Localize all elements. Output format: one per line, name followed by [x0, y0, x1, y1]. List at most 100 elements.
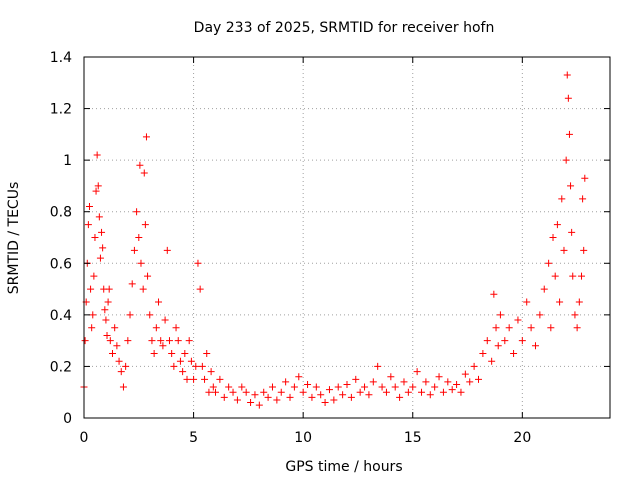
data-point — [159, 342, 167, 350]
axis-ticks — [83, 56, 610, 419]
data-point — [174, 337, 182, 345]
x-tick-label: 10 — [294, 430, 312, 446]
data-point — [133, 208, 141, 216]
data-point — [157, 337, 165, 345]
data-point — [571, 311, 579, 319]
data-point — [179, 368, 187, 376]
data-point — [88, 324, 96, 332]
data-point — [87, 285, 95, 293]
data-point — [396, 393, 404, 401]
data-point — [339, 391, 347, 399]
y-tick-label: 1 — [63, 153, 72, 169]
data-point — [299, 388, 307, 396]
data-point — [148, 337, 156, 345]
data-point — [308, 393, 316, 401]
data-point — [135, 234, 143, 241]
data-point — [277, 388, 285, 396]
data-point — [150, 350, 158, 358]
data-point — [96, 254, 104, 262]
data-point — [321, 399, 329, 407]
data-point — [466, 378, 474, 386]
data-point — [207, 368, 215, 376]
data-point — [108, 350, 116, 358]
data-point — [565, 130, 573, 138]
data-point — [475, 375, 482, 383]
data-point — [92, 187, 100, 195]
data-point — [453, 380, 461, 388]
data-point — [268, 383, 276, 391]
data-point — [435, 373, 443, 381]
data-point — [558, 195, 566, 203]
data-point — [531, 342, 539, 350]
data-point — [212, 388, 219, 396]
data-point — [518, 337, 526, 345]
data-point — [356, 388, 364, 396]
data-point — [89, 311, 97, 319]
data-point — [374, 362, 382, 370]
data-point — [172, 324, 180, 332]
data-point — [113, 342, 121, 350]
data-point — [461, 370, 469, 378]
data-point — [551, 272, 559, 280]
data-point — [140, 169, 148, 177]
data-point — [233, 396, 241, 404]
data-point — [209, 383, 217, 391]
data-point — [216, 375, 224, 383]
data-point — [352, 375, 360, 383]
data-point — [247, 399, 255, 407]
data-point — [91, 234, 99, 241]
data-point — [205, 388, 213, 396]
data-point — [483, 337, 491, 345]
data-point — [163, 246, 171, 254]
data-point — [545, 259, 553, 267]
data-point — [255, 401, 263, 409]
data-point — [560, 246, 568, 254]
data-point — [139, 285, 147, 293]
data-point — [426, 391, 434, 399]
data-point — [190, 375, 198, 383]
data-point — [527, 324, 535, 332]
data-point — [312, 383, 320, 391]
data-point — [165, 337, 173, 345]
data-point — [567, 182, 575, 190]
data-point — [102, 316, 110, 324]
data-point — [568, 228, 576, 236]
data-point — [547, 324, 555, 332]
y-tick-label: 0 — [63, 411, 72, 427]
data-point — [161, 316, 169, 324]
data-point — [556, 298, 564, 306]
data-point — [229, 388, 237, 396]
data-point — [553, 221, 561, 229]
data-point — [103, 331, 111, 339]
data-point — [152, 324, 160, 332]
data-point — [181, 350, 189, 358]
data-point — [562, 156, 570, 164]
data-point — [98, 228, 106, 236]
data-point — [295, 373, 303, 381]
data-point — [136, 161, 144, 169]
chart-title: Day 233 of 2025, SRMTID for receiver hof… — [194, 20, 495, 36]
data-point — [391, 383, 399, 391]
x-tick-label: 0 — [80, 430, 89, 446]
data-point — [93, 151, 101, 159]
data-point — [580, 246, 588, 254]
data-point — [99, 244, 107, 252]
data-point — [439, 388, 447, 396]
data-point — [242, 388, 250, 396]
data-point — [501, 337, 509, 345]
data-point — [286, 393, 294, 401]
data-point — [382, 388, 390, 396]
data-point — [101, 306, 109, 314]
data-point — [457, 388, 465, 396]
data-point — [422, 378, 430, 386]
data-point — [431, 383, 439, 391]
data-point — [400, 378, 408, 386]
data-point — [170, 362, 178, 370]
data-point — [569, 272, 577, 280]
data-point — [413, 368, 421, 376]
data-point — [378, 383, 386, 391]
data-point — [361, 383, 369, 391]
data-point — [575, 298, 583, 306]
y-tick-label: 1.4 — [50, 50, 72, 66]
